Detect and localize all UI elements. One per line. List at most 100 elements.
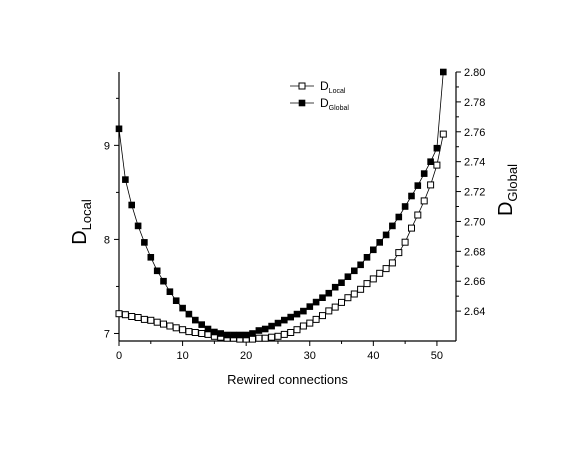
data-point-global — [128, 201, 135, 209]
data-point-local — [363, 280, 371, 288]
data-point-local — [319, 312, 326, 320]
legend-label-subscript: Local — [329, 88, 346, 95]
data-point-local — [198, 330, 206, 337]
data-point-local — [414, 211, 422, 219]
data-point-local — [185, 328, 193, 336]
legend-label: DGlobal — [320, 96, 349, 112]
data-point-global — [414, 182, 422, 189]
right-y-axis-title-subscript: Global — [505, 164, 520, 202]
data-point-global — [268, 322, 275, 330]
data-point-global — [395, 213, 403, 221]
data-point-global — [363, 254, 371, 261]
data-point-local — [140, 315, 148, 323]
legend-label-subscript: Global — [329, 105, 350, 112]
legend-marker — [298, 82, 306, 90]
legend-label: DLocal — [320, 79, 346, 95]
legend-marker — [298, 99, 306, 107]
data-point-local — [299, 322, 307, 330]
right-y-tick-label: 2.78 — [464, 97, 485, 109]
data-point-local — [382, 265, 390, 273]
data-point-local — [255, 334, 263, 342]
right-y-tick-label: 2.72 — [464, 187, 485, 199]
data-point-local — [134, 314, 142, 321]
data-point-global — [389, 222, 396, 230]
data-point-global — [338, 279, 345, 287]
data-point-local — [395, 249, 403, 257]
data-point-local — [420, 197, 428, 205]
data-point-local — [376, 269, 384, 277]
data-point-local — [369, 275, 377, 283]
data-point-global — [274, 319, 282, 327]
data-point-local — [153, 318, 161, 326]
data-point-local — [325, 307, 333, 315]
data-point-local — [115, 310, 123, 318]
right-y-tick-label: 2.68 — [464, 246, 485, 258]
data-point-local — [408, 224, 415, 232]
data-point-global — [344, 273, 352, 281]
series-line-global — [118, 71, 444, 336]
data-point-global — [439, 68, 447, 76]
data-point-global — [172, 297, 180, 305]
x-tick-label: 10 — [176, 350, 188, 362]
data-point-global — [141, 239, 148, 246]
data-point-global — [312, 298, 320, 306]
data-point-global — [230, 331, 237, 339]
x-tick-label: 0 — [116, 350, 122, 362]
data-point-global — [255, 327, 263, 334]
right-y-axis-title-main: D — [495, 202, 517, 216]
data-point-global — [153, 267, 161, 275]
data-point-local — [268, 333, 276, 341]
data-point-global — [325, 289, 333, 297]
data-point-global — [300, 307, 307, 315]
data-point-global — [306, 303, 314, 310]
data-point-local — [357, 285, 365, 293]
data-point-local — [172, 324, 180, 332]
data-point-global — [249, 330, 256, 337]
data-point-local — [128, 313, 136, 320]
plot-layer: 0 10 20 30 40 50 7 8 9 2.64 2.66 2.68 2.70 2.72 2.74 2.… — [69, 67, 520, 387]
data-point-global — [369, 246, 377, 254]
right-y-tick-label: 2.64 — [464, 306, 485, 318]
data-point-global — [357, 261, 364, 269]
data-point-global — [147, 254, 155, 261]
right-y-tick-label: 2.66 — [464, 276, 485, 288]
right-y-tick-label: 2.74 — [464, 157, 485, 169]
data-point-global — [433, 144, 441, 152]
data-point-local — [388, 259, 396, 267]
data-point-global — [280, 316, 288, 324]
left-y-tick-label: 7 — [104, 328, 110, 340]
data-point-global — [427, 158, 434, 165]
data-point-global — [376, 239, 384, 246]
data-point-global — [185, 310, 193, 318]
x-tick-label: 40 — [367, 350, 379, 362]
x-tick-label: 50 — [431, 350, 443, 362]
data-point-global — [261, 325, 269, 333]
data-point-local — [179, 326, 187, 334]
series-line-local — [118, 134, 444, 340]
data-point-local — [121, 311, 129, 319]
data-point-global — [287, 313, 295, 321]
data-point-global — [223, 331, 231, 339]
data-point-local — [191, 329, 199, 336]
data-point-global — [115, 125, 123, 133]
data-point-local — [350, 290, 358, 298]
data-point-global — [160, 277, 167, 285]
data-point-global — [420, 170, 428, 177]
data-point-global — [242, 331, 250, 339]
data-point-global — [319, 294, 326, 302]
data-point-local — [293, 326, 301, 334]
data-point-global — [122, 176, 129, 183]
data-point-local — [344, 294, 352, 302]
data-point-local — [274, 332, 282, 340]
right-y-tick-label: 2.70 — [464, 216, 485, 228]
data-point-global — [198, 321, 205, 328]
data-point-local — [280, 330, 288, 338]
data-point-global — [293, 310, 301, 318]
data-point-local — [439, 130, 447, 138]
data-point-global — [331, 283, 339, 291]
data-point-local — [331, 303, 339, 311]
data-point-local — [147, 316, 155, 324]
right-y-axis-title: DGlobal — [495, 164, 520, 216]
